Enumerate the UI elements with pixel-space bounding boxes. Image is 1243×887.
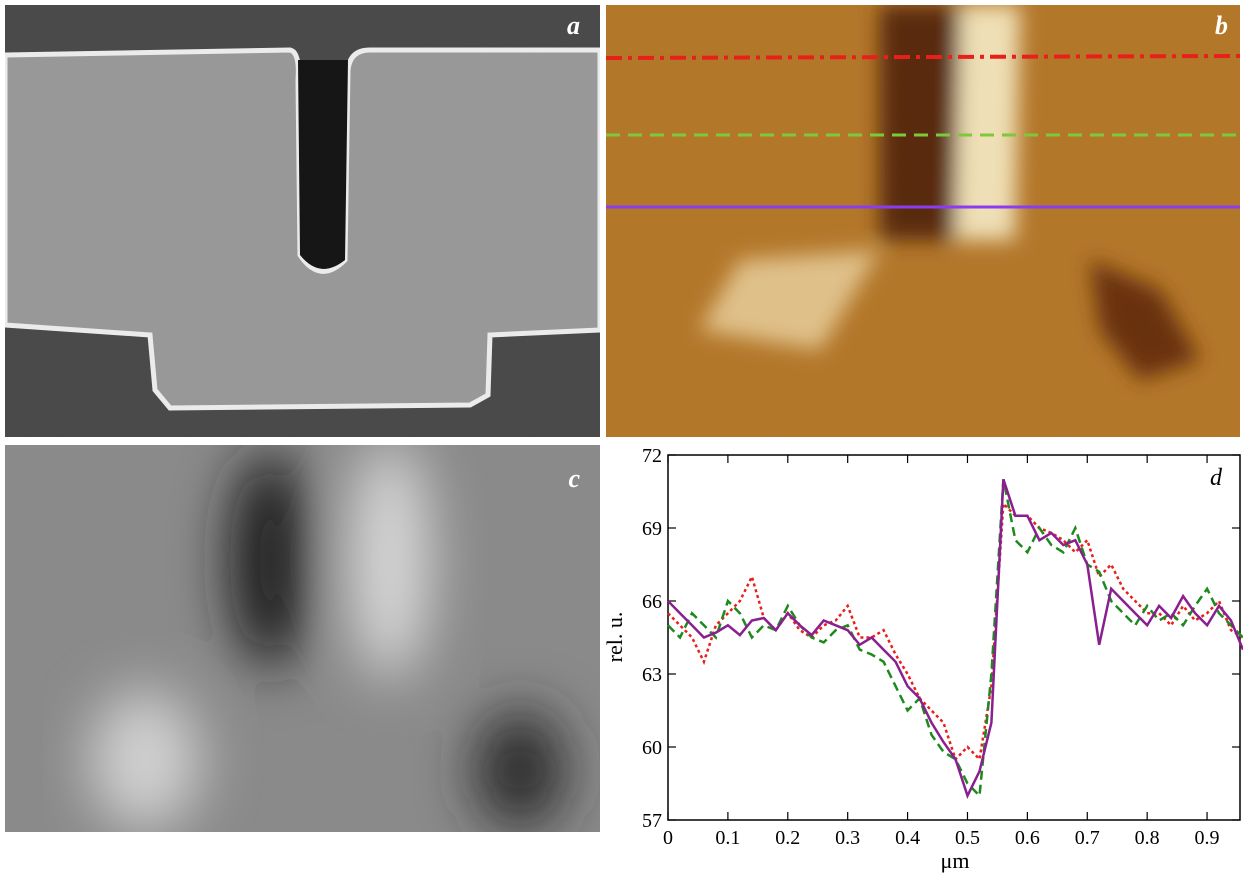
x-tick-label: 0.6 [1015,827,1040,849]
potential-map: b [606,5,1240,437]
x-tick-label: 0.1 [715,827,740,849]
x-tick-label: 0.7 [1075,827,1100,849]
series-line [667,478,1243,800]
panel-label: d [1210,465,1223,491]
panel-label: c [568,464,580,493]
y-tick-label: 60 [642,737,662,759]
x-tick-label: 0.3 [835,827,860,849]
y-tick-label: 57 [642,810,662,832]
panel-label: a [567,11,580,40]
series-line [667,500,1243,762]
y-axis-label: rel. u. [602,612,627,663]
y-tick-label: 63 [642,664,662,686]
x-tick-label: 0.9 [1195,827,1220,849]
x-tick-label: 0 [663,827,673,849]
x-tick-label: 0.8 [1135,827,1160,849]
x-axis-label: μm [941,848,970,873]
x-tick-label: 0.2 [775,827,800,849]
series-line [667,479,1243,799]
plot-frame [667,454,1241,821]
y-tick-label: 66 [642,591,662,613]
x-tick-label: 0.5 [955,827,980,849]
panel-label: b [1215,11,1228,40]
sem-image: a [5,5,600,437]
y-tick-label: 69 [642,518,662,540]
simulation-map: c [5,445,600,832]
x-tick-label: 0.4 [895,827,920,849]
profile-line [606,54,1240,60]
y-tick-label: 72 [642,445,662,467]
